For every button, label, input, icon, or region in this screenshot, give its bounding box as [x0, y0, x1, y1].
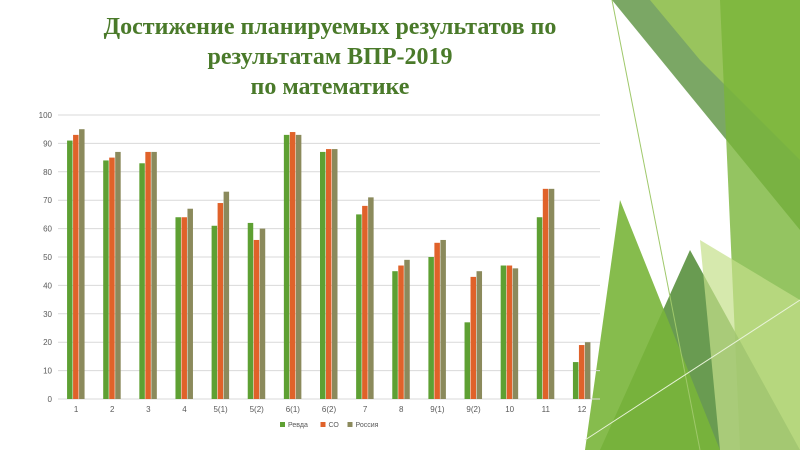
bar — [217, 203, 224, 399]
x-tick-label: 4 — [182, 405, 187, 414]
legend-label: Россия — [356, 422, 379, 429]
page-title: Достижение планируемых результатов по ре… — [40, 12, 620, 102]
y-tick-label: 70 — [43, 196, 52, 205]
bar — [109, 157, 115, 399]
x-tick-label: 6(1) — [286, 405, 301, 414]
bar — [181, 217, 187, 399]
bar — [548, 188, 555, 399]
y-tick-label: 100 — [39, 111, 53, 120]
y-tick-label: 20 — [43, 338, 52, 347]
bar — [368, 197, 374, 399]
bar — [476, 271, 483, 399]
bar — [470, 276, 477, 399]
decor-shape-light-bottom — [585, 200, 720, 450]
bar — [151, 151, 157, 399]
bar — [73, 134, 79, 399]
bar — [464, 322, 471, 399]
y-tick-label: 90 — [43, 139, 52, 148]
y-tick-label: 50 — [43, 253, 52, 262]
x-tick-label: 5(1) — [213, 405, 228, 414]
x-tick-label: 2 — [110, 405, 115, 414]
x-tick-label: 12 — [577, 405, 586, 414]
x-tick-label: 8 — [399, 405, 404, 414]
bar — [295, 134, 302, 399]
bar — [572, 362, 579, 399]
bar — [434, 242, 440, 399]
bar — [145, 151, 151, 399]
bar — [103, 160, 109, 399]
bar — [398, 265, 404, 399]
decor-shape-pale — [700, 240, 800, 450]
bar — [362, 205, 368, 399]
bar — [79, 129, 85, 399]
y-tick-label: 10 — [43, 367, 52, 376]
bar — [187, 208, 193, 399]
bar — [428, 257, 434, 399]
x-tick-label: 6(2) — [322, 405, 337, 414]
bar — [139, 163, 145, 399]
x-tick-label: 9(1) — [430, 405, 445, 414]
y-axis-ticks: 0 10 20 30 40 50 60 70 80 90 100 — [39, 111, 53, 404]
bar — [259, 228, 266, 399]
y-tick-label: 0 — [48, 395, 53, 404]
bar — [211, 225, 218, 399]
bar — [253, 239, 260, 399]
bar — [578, 345, 585, 399]
bar — [326, 149, 332, 399]
x-tick-label: 9(2) — [466, 405, 481, 414]
bar — [283, 134, 290, 399]
y-tick-label: 40 — [43, 281, 52, 290]
legend-label: СО — [329, 422, 340, 429]
legend-swatch — [320, 422, 326, 427]
bar — [247, 222, 254, 399]
bar — [332, 149, 338, 399]
bar — [356, 214, 362, 399]
x-axis-ticks: 1 2 3 4 5(1) 5(2) 6(1) 6(2) 7 8 9(1) 9(2) 10 11 12 — [74, 405, 587, 414]
x-tick-label: 5(2) — [250, 405, 265, 414]
bar — [115, 151, 121, 399]
chart-legend: Ревда СО Россия — [280, 422, 379, 429]
legend-swatch — [280, 422, 285, 427]
title-line-2: результатам ВПР-2019 — [207, 44, 453, 70]
bar — [223, 191, 230, 399]
bar — [584, 342, 591, 399]
bar — [500, 265, 507, 399]
chart-bars — [67, 129, 591, 400]
bar — [536, 217, 543, 399]
bar — [175, 217, 181, 399]
y-tick-label: 30 — [43, 310, 52, 319]
bar — [440, 239, 446, 399]
x-tick-label: 10 — [505, 405, 514, 414]
x-tick-label: 3 — [146, 405, 151, 414]
x-tick-label: 7 — [363, 405, 368, 414]
bar — [512, 268, 519, 399]
legend-swatch — [347, 422, 353, 427]
bar — [289, 132, 296, 400]
legend-label: Ревда — [288, 422, 308, 429]
bar — [320, 151, 326, 399]
x-tick-label: 1 — [74, 405, 79, 414]
y-tick-label: 60 — [43, 225, 52, 234]
decor-line-2 — [584, 299, 800, 441]
bar — [404, 259, 410, 399]
bar — [542, 188, 549, 399]
x-tick-label: 11 — [542, 405, 551, 414]
y-tick-label: 80 — [43, 168, 52, 177]
title-line-3: по математике — [250, 74, 410, 100]
bar — [506, 265, 513, 399]
bar — [392, 271, 398, 399]
bar — [67, 140, 73, 399]
title-line-1: Достижение планируемых результатов по — [103, 14, 557, 40]
